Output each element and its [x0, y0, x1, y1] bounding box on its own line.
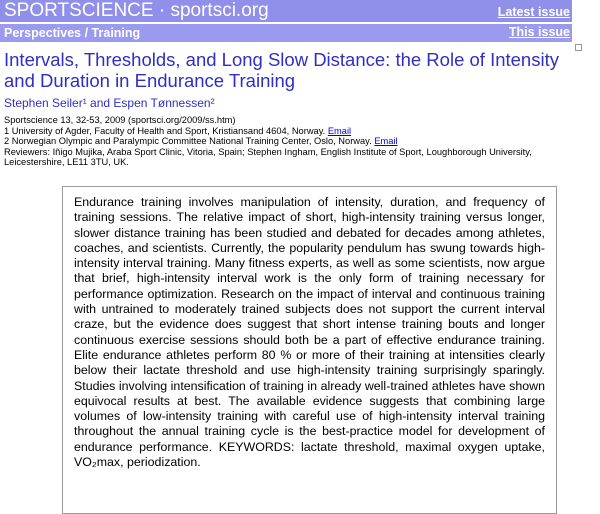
this-issue-link[interactable]: This issue: [508, 25, 570, 39]
article-title: Intervals, Thresholds, and Long Slow Dis…: [4, 49, 559, 91]
authors: Stephen Seiler¹ and Espen Tønnessen²: [4, 96, 215, 110]
meta-text: 1 University of Agder, Faculty of Health…: [4, 125, 328, 136]
site-bar: SPORTSCIENCE · sportsci.org Latest issue: [0, 0, 572, 22]
section-bar: Perspectives / Training This issue: [0, 24, 572, 42]
email-link[interactable]: Email: [327, 125, 352, 136]
meta-line: Sportscience 13, 32-53, 2009 (sportsci.o…: [4, 115, 576, 126]
meta-text: Reviewers: Iñigo Mujika, Araba Sport Cli…: [4, 146, 532, 168]
site-name: SPORTSCIENCE · sportsci.org: [4, 0, 269, 21]
article-meta: Sportscience 13, 32-53, 2009 (sportsci.o…: [4, 115, 576, 168]
abstract: Endurance training involves manipulation…: [62, 186, 557, 514]
email-link[interactable]: Email: [374, 136, 398, 147]
meta-line: 2 Norwegian Olympic and Paralympic Commi…: [4, 136, 576, 147]
page: {"header": {"site": "SPORTSCIENCE · spor…: [0, 0, 582, 514]
meta-line: Reviewers: Iñigo Mujika, Araba Sport Cli…: [4, 147, 576, 168]
section-name: Perspectives / Training: [4, 26, 141, 40]
latest-issue-link[interactable]: Latest issue: [497, 5, 570, 19]
meta-text: 2 Norwegian Olympic and Paralympic Commi…: [4, 136, 375, 147]
meta-text: Sportscience 13, 32-53, 2009 (sportsci.o…: [4, 115, 236, 125]
meta-line: 1 University of Agder, Faculty of Health…: [4, 126, 576, 137]
checkbox[interactable]: [575, 44, 582, 51]
